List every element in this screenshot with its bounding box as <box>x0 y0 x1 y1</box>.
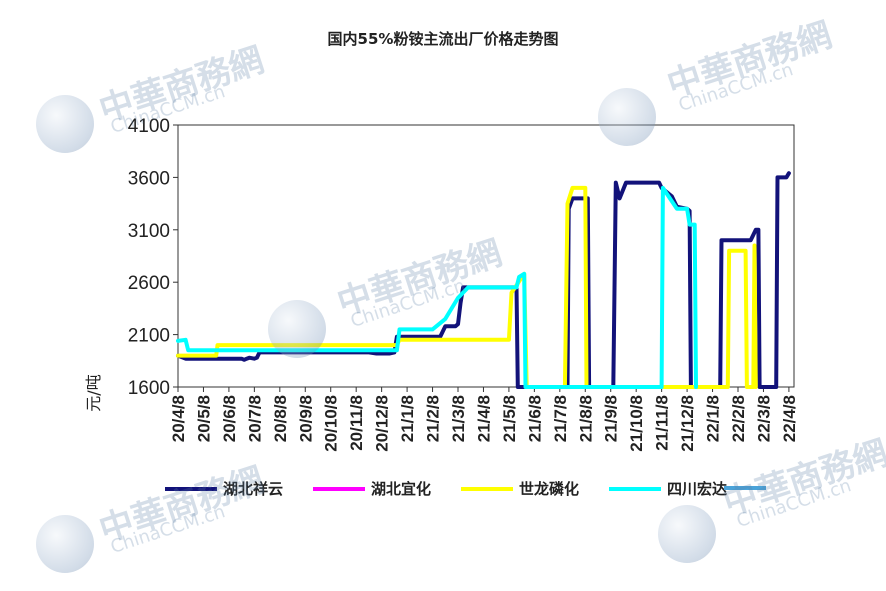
legend-item-hubei-yihua: 湖北宜化 <box>313 478 461 499</box>
x-tick-label: 21/9/8 <box>602 395 621 442</box>
x-tick-label: 22/1/8 <box>704 395 723 442</box>
legend-item-sichuan-hongda: 四川宏达 <box>609 478 757 499</box>
y-tick-label: 4100 <box>128 116 170 137</box>
legend-label-shilong: 世龙磷化 <box>519 480 580 498</box>
x-tick-label: 21/5/8 <box>500 395 519 442</box>
x-tick-label: 21/10/8 <box>627 395 646 452</box>
x-tick-label: 22/3/8 <box>754 395 773 442</box>
x-tick-label: 22/4/8 <box>780 395 799 442</box>
x-tick-label: 22/2/8 <box>729 395 748 442</box>
legend-swatch-shilong <box>461 486 513 491</box>
plot-frame <box>177 124 795 388</box>
legend-label-sichuan-hongda: 四川宏达 <box>667 480 728 498</box>
y-tick-label: 3600 <box>128 168 170 189</box>
legend-item-hubei-xiangyun: 湖北祥云 <box>165 478 313 499</box>
x-tick-label: 20/12/8 <box>373 395 392 452</box>
x-tick-label: 21/2/8 <box>424 395 443 442</box>
x-tick-label: 21/1/8 <box>398 395 417 442</box>
watermark-globe-icon <box>658 505 716 563</box>
chart-title: 国内55%粉铵主流出厂价格走势图 <box>327 30 559 48</box>
watermark-globe-icon <box>36 515 94 573</box>
x-tick-label: 20/10/8 <box>322 395 341 452</box>
watermark-globe-icon <box>268 300 326 358</box>
x-tick-label: 21/7/8 <box>551 395 570 442</box>
legend-swatch-unlabeled <box>724 486 766 490</box>
legend-swatch-hubei-yihua <box>313 486 365 491</box>
legend-label-hubei-xiangyun: 湖北祥云 <box>223 480 284 498</box>
y-tick-label: 2100 <box>128 326 170 347</box>
x-tick-label: 21/11/8 <box>653 395 672 451</box>
chart-legend: 湖北祥云 湖北宜化 世龙磷化 四川宏达 <box>165 478 757 499</box>
legend-swatch-hubei-xiangyun <box>165 486 217 491</box>
x-tick-label: 20/11/8 <box>347 395 366 451</box>
x-tick-label: 21/6/8 <box>525 395 544 442</box>
series-line-0 <box>176 171 791 389</box>
x-tick-label: 20/6/8 <box>220 395 239 442</box>
x-tick-label: 20/7/8 <box>245 395 264 442</box>
y-tick-label: 2600 <box>128 273 170 294</box>
watermark-globe-icon <box>598 88 656 146</box>
series-line-3 <box>176 185 698 389</box>
legend-label-hubei-yihua: 湖北宜化 <box>371 480 432 498</box>
x-tick-label: 20/9/8 <box>296 395 315 442</box>
x-tick-label: 20/8/8 <box>271 395 290 442</box>
legend-swatch-sichuan-hongda <box>609 486 661 491</box>
x-tick-label: 21/3/8 <box>449 395 468 442</box>
watermark-globe-icon <box>36 95 94 153</box>
x-tick-label: 20/4/8 <box>169 395 188 442</box>
legend-item-shilong: 世龙磷化 <box>461 478 609 499</box>
y-axis-label: 元/吨 <box>84 374 103 411</box>
x-tick-label: 21/4/8 <box>474 395 493 442</box>
x-tick-label: 21/12/8 <box>678 395 697 452</box>
x-tick-label: 20/5/8 <box>194 395 213 442</box>
y-tick-label: 3100 <box>128 221 170 242</box>
x-tick-label: 21/8/8 <box>576 395 595 442</box>
y-tick-label: 1600 <box>128 378 170 399</box>
